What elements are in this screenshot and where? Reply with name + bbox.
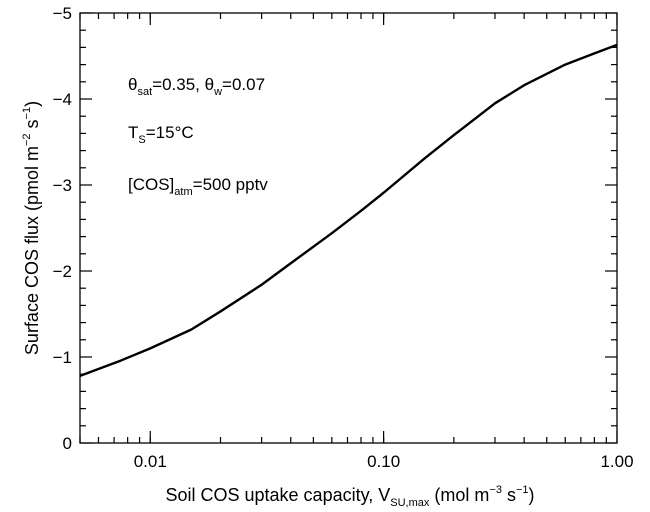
tick-labels: 0.01 0.10 1.00 −5 −4 −3 −2 −1 0 (53, 4, 634, 471)
y-tick-label: 0 (63, 434, 72, 453)
annotation-soil-temperature: TS=15°C (128, 123, 194, 146)
y-axis-label: Surface COS flux (pmol m−2 s−1) (21, 101, 42, 355)
annotation-atmospheric-cos: [COS]atm=500 pptv (128, 175, 268, 198)
y-tick-label: −5 (53, 4, 72, 23)
y-tick-label: −3 (53, 176, 72, 195)
axis-ticks (79, 12, 618, 444)
annotation-soil-moisture: θsat=0.35, θw=0.07 (128, 75, 265, 98)
x-tick-label: 0.01 (134, 452, 167, 471)
plot-frame (79, 12, 618, 444)
y-tick-label: −4 (53, 90, 72, 109)
y-tick-label: −1 (53, 348, 72, 367)
x-tick-label: 0.10 (367, 452, 400, 471)
y-tick-label: −2 (53, 262, 72, 281)
x-tick-label: 1.00 (600, 452, 633, 471)
flux-curve (79, 43, 618, 378)
x-axis-label: Soil COS uptake capacity, VSU,max (mol m… (165, 484, 534, 509)
